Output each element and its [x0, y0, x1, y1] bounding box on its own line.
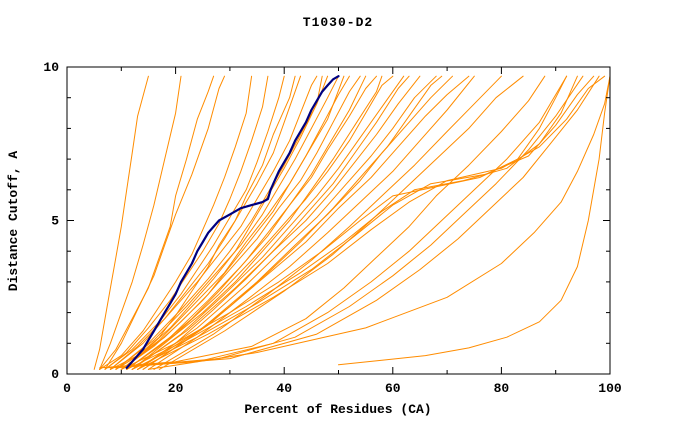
model-curve	[104, 75, 568, 369]
x-tick-label: 100	[598, 381, 622, 396]
model-curve	[137, 75, 410, 370]
model-curve	[137, 75, 437, 370]
model-curve	[99, 75, 546, 369]
model-curve	[93, 75, 149, 370]
model-curve	[126, 75, 578, 370]
model-curve	[104, 75, 225, 370]
y-tick-label: 5	[51, 214, 59, 229]
model-curve	[104, 75, 285, 370]
model-curve	[147, 75, 611, 370]
chart-title: T1030-D2	[303, 15, 373, 30]
model-curve	[158, 75, 524, 370]
x-tick-label: 60	[385, 381, 401, 396]
model-curve	[153, 75, 502, 370]
model-curve	[115, 75, 323, 370]
model-curve	[115, 75, 600, 369]
model-curve	[109, 75, 584, 369]
x-tick-label: 20	[168, 381, 184, 396]
model-curve	[126, 75, 367, 370]
x-tick-label: 40	[276, 381, 292, 396]
x-axis-label: Percent of Residues (CA)	[244, 402, 431, 417]
model-curve	[109, 75, 296, 370]
model-curve	[126, 75, 394, 370]
model-curve	[115, 75, 339, 370]
y-tick-label: 10	[43, 60, 59, 75]
x-tick-label: 0	[63, 381, 71, 396]
model-curve	[142, 75, 443, 370]
model-curve	[99, 75, 253, 370]
model-curve	[120, 75, 350, 370]
y-axis-label: Distance Cutoff, A	[6, 151, 21, 292]
y-tick-label: 0	[51, 367, 59, 382]
model-curve	[109, 75, 318, 370]
axes-layer: 0 20 40 60 80 100 0 5 10	[43, 60, 622, 396]
model-curve	[99, 75, 215, 370]
x-tick-label: 80	[494, 381, 510, 396]
curves-layer	[93, 75, 611, 370]
model-curve	[338, 75, 611, 366]
model-curve	[104, 75, 269, 370]
model-curve	[147, 75, 475, 370]
model-curve	[131, 75, 405, 370]
model-curve	[131, 75, 383, 370]
model-curve	[120, 75, 345, 370]
model-curve	[115, 75, 329, 370]
model-curve	[137, 75, 606, 370]
model-curve	[131, 75, 421, 370]
model-curve	[99, 75, 182, 370]
model-curve	[131, 75, 595, 370]
highlight-curve	[125, 75, 340, 369]
model-curve	[137, 75, 453, 370]
